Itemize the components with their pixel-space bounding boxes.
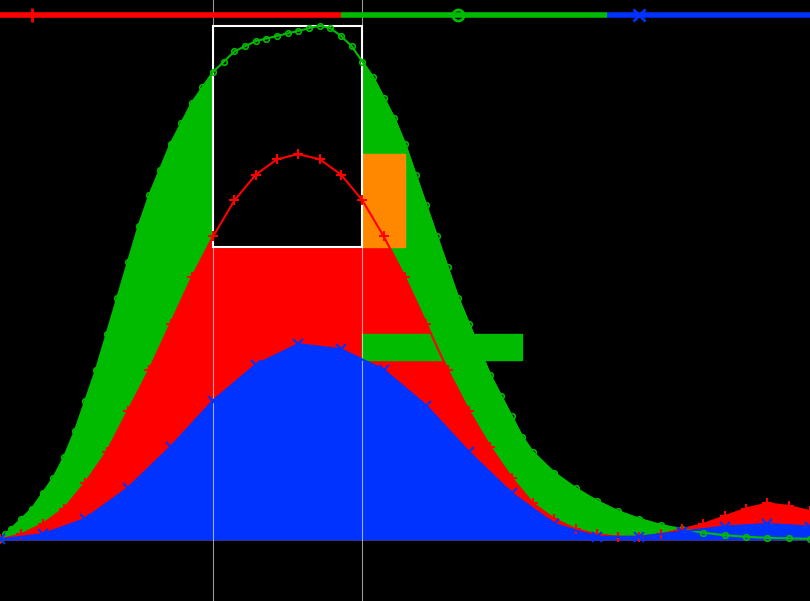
Bar <box>213 26 362 246</box>
